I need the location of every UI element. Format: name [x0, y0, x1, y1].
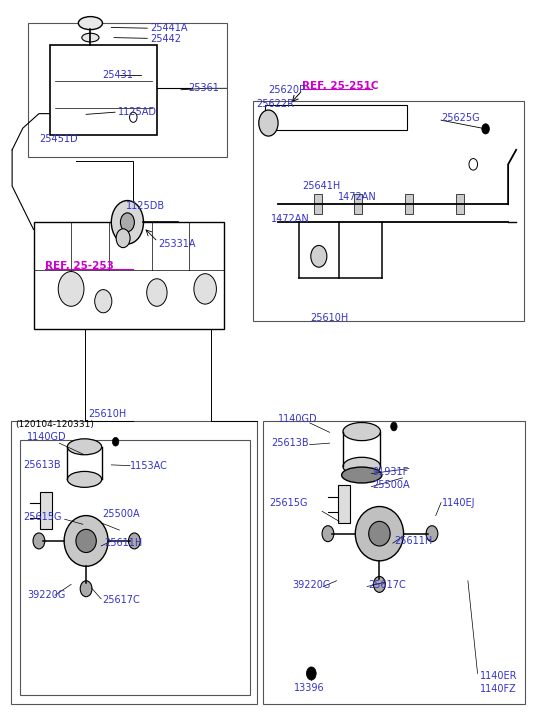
- Text: 25441A: 25441A: [150, 23, 188, 33]
- Text: 25622R: 25622R: [257, 99, 295, 109]
- Text: 1472AN: 1472AN: [338, 192, 377, 202]
- Circle shape: [426, 526, 438, 542]
- Circle shape: [80, 581, 92, 597]
- Text: 1125DB: 1125DB: [126, 201, 165, 211]
- Text: 25617C: 25617C: [368, 580, 406, 590]
- Ellipse shape: [343, 457, 381, 475]
- Circle shape: [116, 229, 130, 248]
- Text: 25611H: 25611H: [105, 538, 143, 548]
- Bar: [20, 441, 250, 695]
- Circle shape: [120, 213, 134, 232]
- Text: 25617C: 25617C: [102, 595, 140, 605]
- Bar: [33, 222, 224, 329]
- Circle shape: [58, 271, 84, 306]
- Text: 39220G: 39220G: [27, 590, 66, 601]
- Bar: [314, 194, 322, 214]
- Text: 39220G: 39220G: [292, 580, 330, 590]
- Text: 1140ER: 1140ER: [480, 671, 517, 681]
- Circle shape: [391, 422, 397, 431]
- Ellipse shape: [355, 507, 404, 561]
- Ellipse shape: [82, 33, 99, 42]
- Circle shape: [194, 273, 217, 304]
- Circle shape: [259, 110, 278, 136]
- Bar: [11, 422, 257, 704]
- Text: 1140EJ: 1140EJ: [442, 497, 475, 507]
- Text: REF. 25-251C: REF. 25-251C: [302, 81, 378, 91]
- Text: 25361: 25361: [188, 84, 219, 93]
- Text: 91931F: 91931F: [372, 467, 409, 477]
- Bar: [338, 485, 350, 523]
- Text: 25500A: 25500A: [372, 480, 410, 490]
- Bar: [40, 492, 52, 529]
- Bar: [253, 100, 524, 321]
- Ellipse shape: [343, 422, 381, 441]
- Circle shape: [33, 533, 45, 549]
- Circle shape: [307, 667, 316, 680]
- Circle shape: [311, 246, 327, 268]
- Ellipse shape: [369, 521, 390, 546]
- Bar: [354, 194, 362, 214]
- Circle shape: [147, 278, 167, 306]
- Ellipse shape: [76, 529, 96, 553]
- Text: (120104-120331): (120104-120331): [15, 419, 94, 429]
- Text: 25500A: 25500A: [102, 509, 140, 519]
- Text: 1140FZ: 1140FZ: [480, 684, 516, 694]
- Bar: [456, 194, 464, 214]
- Text: 13396: 13396: [294, 683, 324, 693]
- Ellipse shape: [67, 471, 102, 487]
- Circle shape: [128, 533, 140, 549]
- Text: 1125AD: 1125AD: [118, 107, 157, 117]
- Text: 1140GD: 1140GD: [27, 433, 67, 442]
- Circle shape: [112, 201, 143, 244]
- Text: 25610H: 25610H: [88, 409, 127, 419]
- Text: 25615G: 25615G: [23, 512, 61, 522]
- Ellipse shape: [67, 439, 102, 455]
- Text: 25615G: 25615G: [270, 497, 308, 507]
- Text: 25613B: 25613B: [271, 438, 309, 448]
- Text: 25611H: 25611H: [394, 536, 432, 546]
- Text: 25641H: 25641H: [303, 181, 341, 191]
- Text: 25610H: 25610H: [310, 313, 349, 323]
- Text: REF. 25-253: REF. 25-253: [45, 261, 114, 270]
- Text: 25620P: 25620P: [268, 86, 306, 95]
- Bar: [28, 23, 226, 157]
- Text: 25613B: 25613B: [23, 460, 60, 470]
- Ellipse shape: [342, 467, 382, 483]
- Text: 1472AN: 1472AN: [271, 214, 310, 224]
- Text: 1140GD: 1140GD: [278, 414, 317, 424]
- Circle shape: [95, 289, 112, 313]
- Circle shape: [322, 526, 334, 542]
- Text: 25625G: 25625G: [441, 113, 480, 123]
- Bar: [50, 45, 157, 135]
- Ellipse shape: [78, 17, 102, 30]
- Circle shape: [374, 577, 385, 593]
- Text: 25451D: 25451D: [39, 134, 78, 144]
- Circle shape: [482, 124, 489, 134]
- Bar: [405, 194, 413, 214]
- Text: 25331A: 25331A: [158, 239, 196, 249]
- Ellipse shape: [64, 515, 108, 566]
- Bar: [265, 105, 407, 129]
- Text: 1153AC: 1153AC: [130, 462, 168, 471]
- Text: 25431: 25431: [102, 71, 133, 80]
- Text: 25442: 25442: [150, 34, 182, 44]
- Circle shape: [113, 438, 119, 446]
- Bar: [263, 422, 525, 704]
